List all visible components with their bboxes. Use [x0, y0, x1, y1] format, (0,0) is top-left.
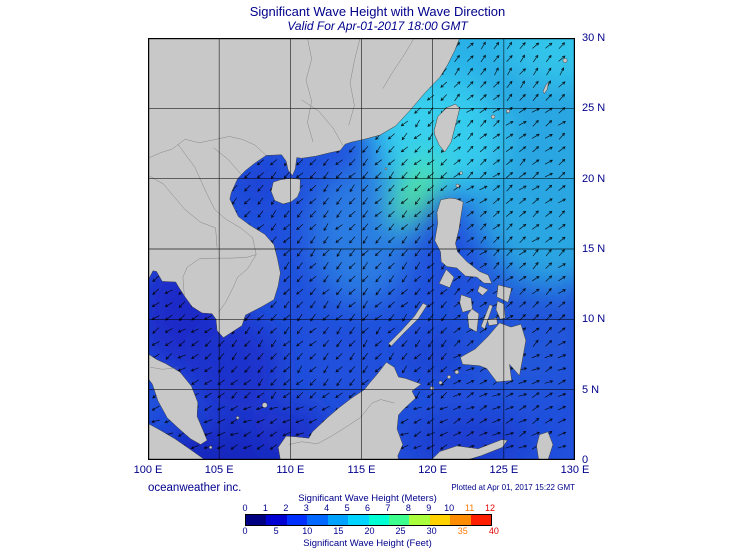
lon-tick-5: 125 E: [489, 464, 519, 476]
colorbar-segment-8: [409, 515, 430, 525]
land-malay-peninsula: [148, 353, 208, 445]
colorbar-segment-5: [348, 515, 369, 525]
country-borders: [148, 38, 415, 445]
lon-tick-6: 130 E: [560, 464, 590, 476]
land-panay: [459, 294, 473, 313]
oceanweather-credit: oceanweather inc.: [148, 482, 242, 494]
land-halmahera: [536, 431, 554, 460]
valid-time-subtitle: Valid For Apr-01-2017 18:00 GMT: [287, 19, 468, 33]
colorbar-tick-feet-40: 40: [488, 526, 499, 536]
lat-tick-6: 0: [582, 454, 589, 466]
colorbar-tick-meters-12: 12: [484, 503, 496, 513]
lon-tick-4: 120 E: [418, 464, 448, 476]
lon-tick-2: 110 E: [276, 464, 305, 476]
colorbar-meters-ticks: 0 1 2 3 4 5 6 7 8 9 10 11 12: [242, 503, 495, 513]
land-negros: [467, 308, 480, 333]
land-masbate: [477, 285, 489, 296]
plotted-timestamp: Plotted at Apr 01, 2017 15:22 GMT: [451, 483, 575, 492]
land-asia-mainland: [148, 38, 460, 338]
land-mindoro: [438, 269, 455, 288]
colorbar-meters-label: Significant Wave Height (Meters): [298, 493, 437, 504]
land-babuyan-island: [455, 183, 460, 188]
colorbar-tick-feet-35: 35: [457, 526, 468, 536]
graticule: [148, 38, 575, 460]
lon-tick-3: 115 E: [347, 464, 376, 476]
colorbar-segment-3: [307, 515, 328, 525]
colorbar-tick-meters-1: 1: [262, 503, 268, 513]
land-palawan: [388, 302, 428, 347]
colorbar-tick-meters-11: 11: [464, 503, 475, 513]
map-frame: [148, 38, 575, 460]
colorbar-tick-feet-20: 20: [364, 526, 375, 536]
colorbar-segment-1: [266, 515, 287, 525]
colorbar-tick-meters-10: 10: [444, 503, 455, 513]
land-mindanao: [460, 322, 527, 383]
land: [148, 38, 568, 460]
colorbar-tick-meters-4: 4: [324, 503, 330, 513]
colorbar-gradient: [245, 514, 492, 526]
lat-tick-3: 15 N: [582, 243, 606, 255]
lon-tick-0: 100 E: [133, 464, 163, 476]
land-natuna-island: [261, 402, 268, 408]
colorbar-segment-7: [388, 515, 410, 525]
colorbar-tick-feet-30: 30: [426, 526, 437, 536]
land-basilan-island: [454, 369, 460, 375]
land-sumatra: [148, 423, 206, 460]
land-amami-island: [562, 58, 568, 63]
colorbar-segment-9: [429, 515, 451, 525]
colorbar-feet-ticks: 0 5 10 15 20 25 30 35 40: [242, 526, 498, 536]
land-riau-island: [208, 445, 213, 449]
lat-tick-2: 20 N: [582, 172, 606, 185]
lat-tick-5: 5 N: [582, 383, 600, 396]
land-leyte: [495, 300, 506, 320]
land-anambas-island: [235, 416, 240, 420]
map-plot: [148, 38, 575, 460]
colorbar-tick-meters-6: 6: [364, 503, 371, 513]
colorbar-tick-meters-7: 7: [385, 503, 391, 513]
colorbar-tick-meters-5: 5: [344, 503, 350, 513]
land-sulu-island-c: [447, 375, 451, 379]
land-bohol: [487, 317, 498, 326]
lon-tick-1: 105 E: [204, 464, 234, 476]
colorbar-tick-meters-9: 9: [426, 503, 432, 513]
land-okinawa: [542, 81, 549, 94]
land-luzon: [434, 197, 492, 284]
land-batan-island: [459, 171, 463, 175]
colorbar-segment-11: [470, 515, 492, 525]
lat-tick-4: 10 N: [582, 313, 606, 326]
land-sulu-island-b: [438, 380, 443, 385]
colorbar-tick-feet-15: 15: [333, 526, 344, 536]
colorbar-segment-10: [450, 515, 471, 525]
colorbar-segment-2: [286, 515, 308, 525]
land-hainan: [270, 177, 301, 205]
colorbar-segment-6: [368, 515, 389, 525]
land-sulawesi: [430, 439, 508, 460]
lat-tick-1: 25 N: [582, 102, 606, 115]
land-pratas-reef: [384, 167, 388, 171]
land-taiwan: [433, 103, 460, 153]
colorbar-tick-meters-3: 3: [303, 503, 309, 513]
colorbar-tick-meters-2: 2: [283, 503, 289, 513]
land-ishigaki-island: [491, 114, 496, 119]
colorbar-tick-meters-0: 0: [242, 503, 248, 513]
lat-tick-0: 30 N: [582, 32, 606, 44]
colorbar-tick-meters-8: 8: [405, 503, 411, 513]
land-miyako-island: [506, 109, 511, 114]
colorbar-tick-feet-0: 0: [242, 526, 248, 536]
land-samar: [496, 284, 512, 303]
colorbar-segment-0: [246, 515, 267, 525]
colorbar-tick-feet-5: 5: [273, 526, 279, 536]
wave-map-svg: [148, 38, 575, 460]
land-borneo: [277, 361, 422, 460]
colorbar-tick-feet-10: 10: [302, 526, 313, 536]
colorbar-segment-4: [327, 515, 349, 525]
colorbar-tick-feet-25: 25: [395, 526, 406, 536]
colorbar-feet-label: Significant Wave Height (Feet): [303, 538, 432, 549]
land-cebu: [480, 304, 493, 330]
page-title: Significant Wave Height with Wave Direct…: [249, 4, 506, 19]
